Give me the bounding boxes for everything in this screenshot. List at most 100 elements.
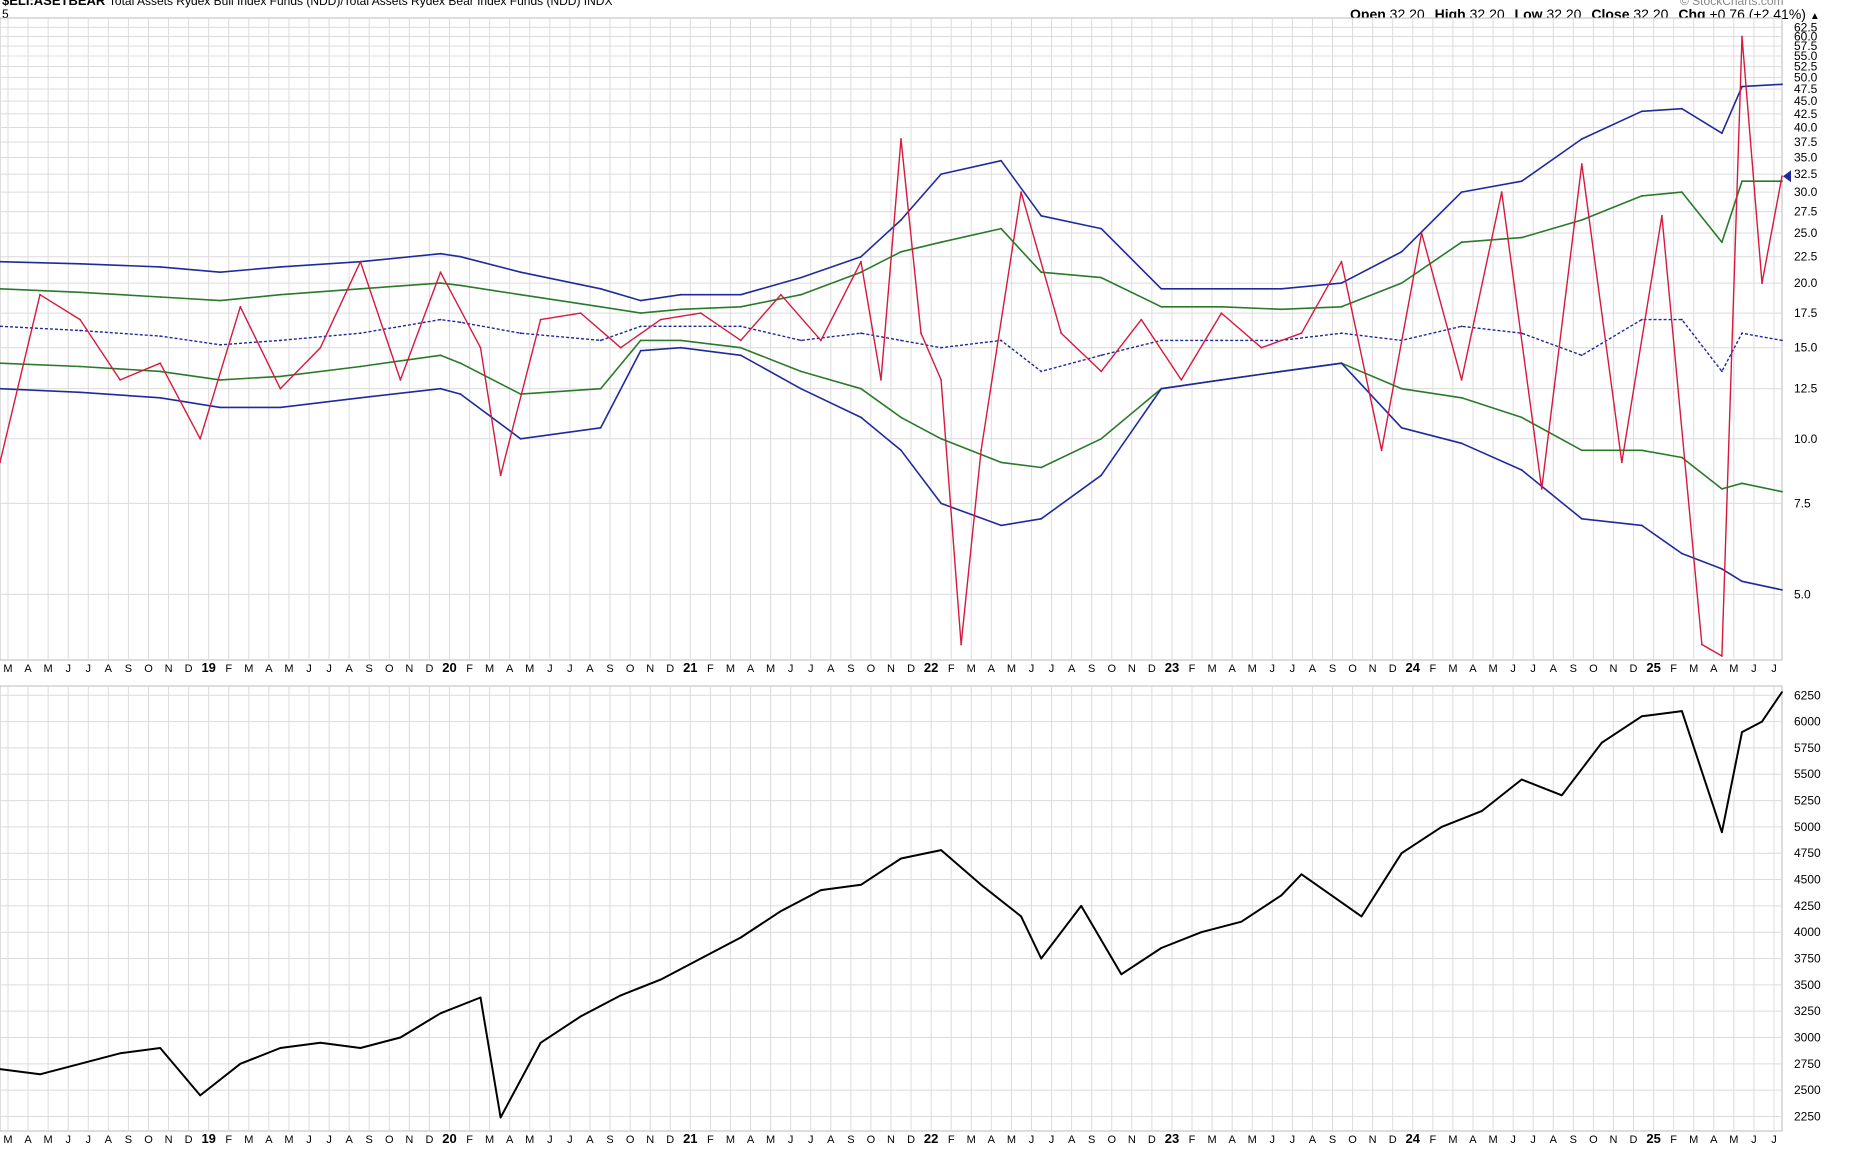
- upper-outer-band-point: [1340, 282, 1343, 284]
- lower-outer-band-point: [1580, 517, 1583, 520]
- middle-band-point: [519, 332, 522, 335]
- x-tick-label: F: [948, 663, 955, 675]
- lower-outer-band-point: [1280, 370, 1283, 373]
- upper-outer-band-point: [599, 287, 602, 290]
- x-tick-label: A: [506, 1134, 514, 1146]
- upper-outer-band-point: [1640, 110, 1643, 113]
- x-tick-label: A: [1228, 663, 1236, 675]
- last-value-marker: [1783, 170, 1791, 183]
- y-tick-label: 35.0: [1794, 151, 1818, 165]
- y-tick-label: 22.5: [1794, 250, 1818, 264]
- symbol-description: Total Assets Rydex Bull Index Funds (NDD…: [108, 0, 613, 8]
- upper-inner-band-point: [1400, 282, 1403, 284]
- x-tick-label: 23: [1165, 1131, 1179, 1146]
- y-tick-label: 30.0: [1794, 185, 1818, 199]
- x-tick-label: A: [1710, 1134, 1718, 1146]
- x-tick-label: A: [1309, 1134, 1317, 1146]
- x-tick-label: N: [646, 663, 654, 675]
- ratio-point: [39, 293, 41, 296]
- x-tick-label: M: [1248, 1134, 1257, 1146]
- ratio-point: [1020, 191, 1022, 194]
- lower-outer-band-point: [279, 406, 282, 409]
- x-tick-label: N: [1369, 1134, 1377, 1146]
- ratio-point: [940, 379, 942, 381]
- x-tick-label: M: [967, 1134, 976, 1146]
- x-tick-label: N: [405, 663, 413, 675]
- y-tick-label: 57.5: [1794, 39, 1818, 53]
- x-tick-label: J: [1049, 663, 1055, 675]
- y-tick-label: 27.5: [1794, 205, 1818, 219]
- x-tick-label: S: [1088, 663, 1095, 675]
- lower-outer-band-point: [1460, 442, 1463, 445]
- middle-band-point: [1000, 339, 1002, 342]
- middle-band-point: [739, 325, 742, 328]
- middle-band-point: [679, 325, 682, 328]
- price-point: [1280, 894, 1283, 897]
- x-tick-label: D: [185, 1134, 193, 1146]
- lower-outer-band-point: [1400, 426, 1403, 429]
- ratio-point: [1460, 379, 1463, 381]
- y-tick-label: 25.0: [1794, 226, 1818, 240]
- price-point: [860, 883, 862, 886]
- x-tick-label: A: [827, 663, 835, 675]
- x-tick-label: O: [867, 1134, 876, 1146]
- x-tick-label: D: [425, 1134, 433, 1146]
- y-tick-label: 60.0: [1794, 29, 1818, 43]
- upper-inner-band-point: [0, 287, 1, 290]
- price-point: [1300, 873, 1303, 876]
- x-tick-label: J: [65, 1134, 71, 1146]
- price-point: [159, 1047, 162, 1049]
- price-point: [940, 849, 942, 851]
- x-tick-label: M: [1007, 663, 1016, 675]
- ratio-point: [239, 305, 242, 308]
- x-tick-label: N: [887, 1134, 895, 1146]
- upper-inner-band-point: [1721, 241, 1723, 244]
- x-tick-label: 25: [1646, 660, 1660, 675]
- upper-inner-band-point: [79, 291, 81, 294]
- x-tick-label: M: [726, 1134, 735, 1146]
- x-tick-label: D: [1630, 663, 1638, 675]
- lower-inner-band-point: [1580, 449, 1583, 452]
- lower-inner-band-point: [1040, 466, 1043, 469]
- upper-inner-band-point: [1000, 227, 1002, 230]
- lower-inner-band-point: [1520, 416, 1523, 419]
- upper-inner-band-point: [159, 296, 162, 298]
- ratio-point: [1741, 35, 1743, 38]
- middle-band-point: [159, 335, 162, 337]
- upper-inner-band-point: [359, 287, 362, 290]
- x-tick-label: J: [1751, 663, 1757, 675]
- x-tick-label: A: [506, 663, 514, 675]
- x-tick-label: J: [547, 1134, 553, 1146]
- price-point: [699, 957, 702, 960]
- lower-outer-band-point: [1681, 552, 1683, 555]
- price-point: [1560, 794, 1563, 797]
- lower-outer-band-point: [860, 416, 862, 419]
- upper-outer-band-point: [79, 262, 81, 265]
- ratio-point: [1661, 214, 1663, 217]
- x-tick-label: A: [24, 1134, 32, 1146]
- price-point: [980, 883, 982, 886]
- upper-inner-band-point: [219, 299, 222, 302]
- x-tick-label: A: [586, 1134, 594, 1146]
- ratio-point: [499, 474, 502, 477]
- price-point: [1640, 715, 1643, 718]
- x-tick-label: 19: [201, 1131, 215, 1146]
- price-point: [1440, 826, 1443, 828]
- y-tick-label: 20.0: [1794, 276, 1818, 290]
- price-point: [900, 857, 902, 860]
- x-tick-label: F: [225, 1134, 232, 1146]
- x-tick-label: 23: [1165, 660, 1179, 675]
- y-tick-label: 3500: [1794, 978, 1821, 992]
- upper-inner-band-point: [1340, 305, 1343, 308]
- x-tick-label: D: [666, 1134, 674, 1146]
- ratio-point: [279, 387, 282, 390]
- y-tick-label: 5750: [1794, 741, 1821, 755]
- x-tick-label: F: [466, 1134, 473, 1146]
- lower-outer-band-point: [739, 354, 742, 357]
- x-tick-label: 24: [1406, 660, 1421, 675]
- x-tick-label: J: [86, 663, 92, 675]
- lower-inner-band-point: [1100, 437, 1103, 440]
- x-tick-label: 21: [683, 660, 697, 675]
- x-tick-label: S: [847, 1134, 854, 1146]
